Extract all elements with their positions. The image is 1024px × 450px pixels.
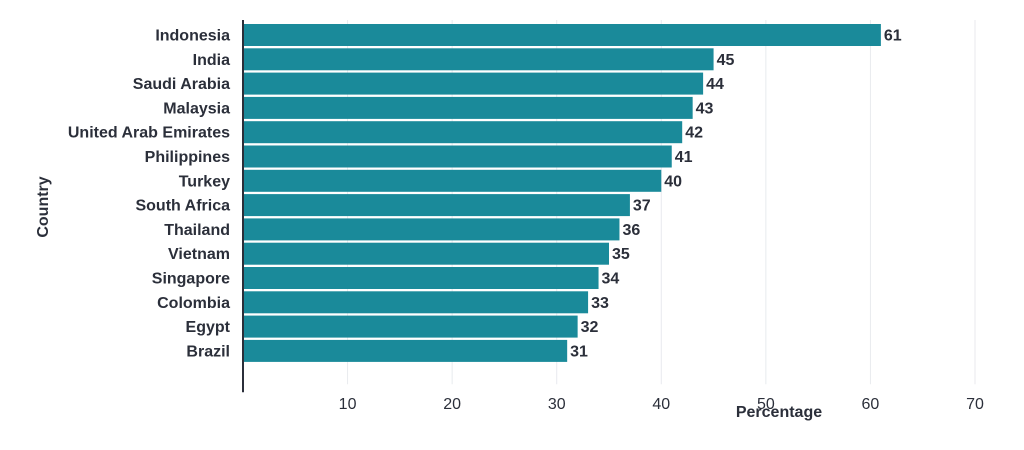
- y-axis-title: Country: [35, 176, 52, 237]
- category-label: United Arab Emirates: [68, 125, 230, 142]
- x-tick-label: 50: [757, 396, 775, 413]
- bar: [243, 218, 620, 241]
- category-label: Saudi Arabia: [133, 76, 230, 93]
- value-label: 36: [622, 222, 640, 239]
- bar: [243, 121, 683, 144]
- bars: [243, 24, 881, 362]
- value-label: 42: [685, 125, 703, 142]
- category-label: Thailand: [164, 222, 230, 239]
- category-label: Philippines: [145, 149, 230, 166]
- value-label: 34: [602, 271, 620, 288]
- bar: [243, 145, 672, 168]
- category-label: Turkey: [179, 173, 230, 190]
- value-label: 37: [633, 198, 651, 215]
- category-label: India: [193, 52, 230, 69]
- x-tick-label: 30: [548, 396, 566, 413]
- bar: [243, 339, 568, 362]
- bar: [243, 315, 578, 338]
- x-tick-label: 20: [443, 396, 461, 413]
- category-label: Malaysia: [163, 100, 230, 117]
- value-label: 35: [612, 246, 630, 263]
- category-label: Colombia: [157, 295, 230, 312]
- bar: [243, 291, 589, 314]
- bar: [243, 96, 693, 119]
- bar: [243, 169, 662, 192]
- category-label: Singapore: [152, 271, 230, 288]
- value-label: 33: [591, 295, 609, 312]
- x-axis-title: Percentage: [736, 404, 822, 421]
- value-label: 31: [570, 343, 588, 360]
- category-label: Vietnam: [168, 246, 230, 263]
- x-tick-label: 40: [652, 396, 670, 413]
- bar: [243, 194, 630, 217]
- category-label: South Africa: [135, 198, 230, 215]
- x-tick-label: 70: [966, 396, 984, 413]
- value-label: 44: [706, 76, 724, 93]
- category-label: Egypt: [186, 319, 231, 336]
- bar: [243, 242, 609, 265]
- x-tick-label: 60: [862, 396, 880, 413]
- labels: 10 20 30 40 50 60 70 Indonesia 61 India 45 Saudi Ar…: [68, 28, 984, 414]
- value-label: 41: [675, 149, 693, 166]
- value-label: 43: [696, 100, 714, 117]
- value-label: 45: [717, 52, 735, 69]
- bar: [243, 72, 704, 95]
- category-label: Indonesia: [155, 28, 230, 45]
- category-label: Brazil: [186, 343, 230, 360]
- bar: [243, 48, 714, 71]
- value-label: 32: [581, 319, 599, 336]
- value-label: 40: [664, 173, 682, 190]
- bar: [243, 24, 881, 46]
- bar: [243, 267, 599, 289]
- value-label: 61: [884, 28, 902, 45]
- x-tick-label: 10: [339, 396, 357, 413]
